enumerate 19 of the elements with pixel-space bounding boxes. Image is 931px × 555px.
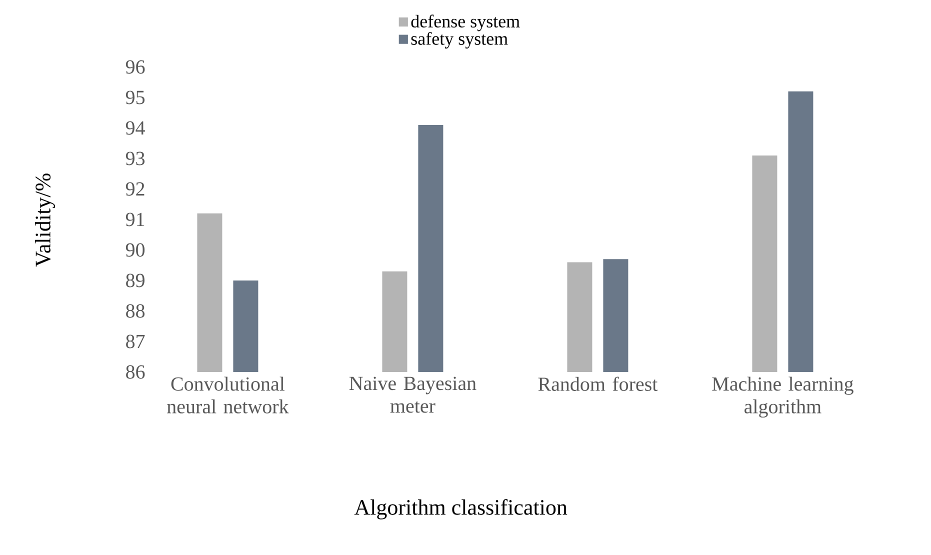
y-tick-label: 92 bbox=[126, 182, 144, 196]
y-tick-label: 95 bbox=[126, 90, 145, 104]
y-tick-label: 93 bbox=[126, 152, 145, 166]
y-tick-label: 96 bbox=[126, 60, 145, 74]
x-tick-label: Convolutional neural network bbox=[167, 376, 289, 414]
y-tick-label: 90 bbox=[126, 243, 145, 257]
y-tick-label: 91 bbox=[126, 212, 144, 226]
x-tick-label: Naive Bayesian meter bbox=[349, 376, 476, 413]
x-tick-label: Machine learning algorithm bbox=[712, 376, 854, 418]
x-tick-label: Random forest bbox=[538, 376, 658, 391]
y-axis-title: Validity/% bbox=[35, 174, 56, 267]
y-tick-label: 94 bbox=[126, 121, 145, 135]
legend-label: defense system bbox=[411, 14, 520, 32]
y-tick-label: 87 bbox=[126, 334, 145, 348]
y-tick-label: 89 bbox=[126, 274, 144, 288]
x-axis-title: Algorithm classification bbox=[354, 499, 568, 520]
y-tick-label: 86 bbox=[126, 365, 145, 379]
legend-label: safety system bbox=[411, 32, 508, 49]
y-tick-label: 88 bbox=[126, 304, 145, 318]
